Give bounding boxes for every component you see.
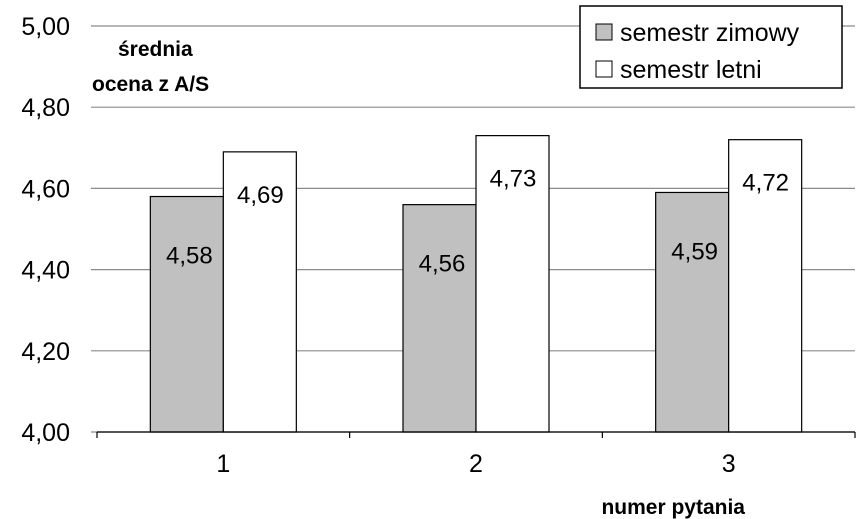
x-tick-label: 3 xyxy=(722,450,736,478)
y-axis-title-line2: ocena z A/S xyxy=(92,73,209,96)
bar-letni-q2 xyxy=(475,135,550,433)
bar-letni-q3 xyxy=(728,139,803,433)
legend-label-zimowy: semestr zimowy xyxy=(620,19,800,47)
y-tick-label: 4,40 xyxy=(21,257,70,285)
bars xyxy=(149,135,803,433)
data-label: 4,69 xyxy=(237,182,284,209)
data-label: 4,73 xyxy=(490,166,537,193)
legend-label-letni: semestr letni xyxy=(620,56,762,84)
legend-swatch-zimowy xyxy=(595,23,613,41)
data-label: 4,59 xyxy=(671,238,718,265)
data-label: 4,58 xyxy=(166,243,213,270)
y-tick-label: 4,80 xyxy=(21,94,70,122)
y-tick-label: 4,20 xyxy=(21,338,70,366)
y-axis-ticks: 4,00 4,20 4,40 4,60 4,80 5,00 xyxy=(21,13,70,447)
y-tick-label: 4,60 xyxy=(21,175,70,203)
x-tick-label: 1 xyxy=(216,450,230,478)
legend-swatch-letni xyxy=(595,60,613,78)
data-label: 4,56 xyxy=(419,251,466,278)
bar-zimowy-q2 xyxy=(402,204,477,433)
y-tick-label: 4,00 xyxy=(21,419,70,447)
data-labels: 4,58 4,56 4,59 4,69 4,73 4,72 xyxy=(166,166,789,278)
legend-box xyxy=(579,5,843,89)
y-axis-title-line1: średnia xyxy=(118,38,193,61)
legend: semestr zimowy semestr letni xyxy=(579,5,843,89)
data-label: 4,72 xyxy=(742,170,789,197)
x-axis-title: numer pytania xyxy=(601,496,745,519)
x-axis: 1 2 3 xyxy=(96,431,856,478)
bar-zimowy-q1 xyxy=(149,195,224,433)
y-tick-label: 5,00 xyxy=(21,13,70,41)
bar-zimowy-q3 xyxy=(655,191,730,433)
x-tick-label: 2 xyxy=(469,450,483,478)
